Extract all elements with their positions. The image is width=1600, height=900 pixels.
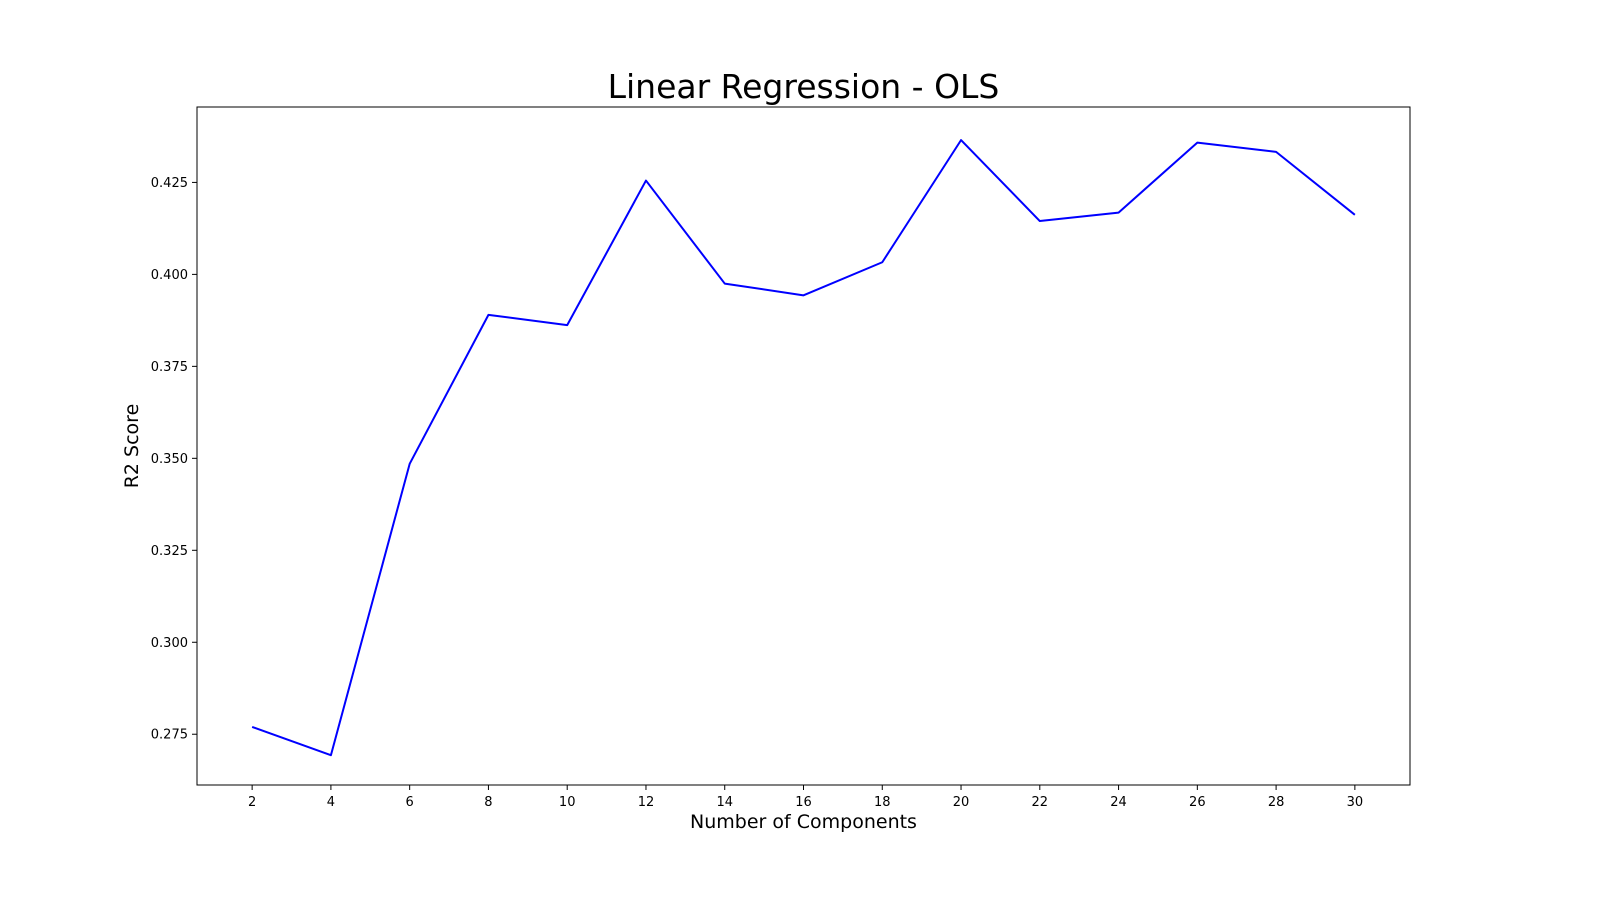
x-tick-label: 24 bbox=[1110, 795, 1127, 810]
y-axis-ticks: 0.275 0.300 0.325 0.350 0.375 0.400 0.425 bbox=[151, 176, 197, 743]
x-tick-label: 26 bbox=[1189, 795, 1206, 810]
x-tick-label: 30 bbox=[1347, 795, 1364, 810]
x-tick-label: 10 bbox=[559, 795, 576, 810]
series-layer bbox=[251, 139, 1356, 757]
y-tick-label: 0.325 bbox=[151, 544, 188, 559]
x-tick-label: 4 bbox=[327, 795, 335, 810]
x-tick-label: 14 bbox=[716, 795, 733, 810]
x-tick-label: 8 bbox=[484, 795, 492, 810]
y-tick-label: 0.300 bbox=[151, 636, 188, 651]
x-tick-label: 28 bbox=[1268, 795, 1285, 810]
x-tick-label: 6 bbox=[406, 795, 414, 810]
x-tick-label: 2 bbox=[248, 795, 256, 810]
x-tick-label: 20 bbox=[953, 795, 970, 810]
y-tick-label: 0.350 bbox=[151, 452, 188, 467]
y-tick-label: 0.275 bbox=[151, 728, 188, 743]
chart-title: Linear Regression - OLS bbox=[608, 67, 1000, 106]
y-tick-label: 0.400 bbox=[151, 268, 188, 283]
x-axis-ticks: 2 4 6 8 10 12 14 16 18 20 22 24 26 28 30 bbox=[248, 785, 1363, 810]
y-tick-label: 0.375 bbox=[151, 360, 188, 375]
series-line bbox=[251, 139, 1356, 757]
y-tick-label: 0.425 bbox=[151, 176, 188, 191]
x-tick-label: 18 bbox=[874, 795, 891, 810]
x-tick-label: 22 bbox=[1032, 795, 1049, 810]
y-axis-label: R2 Score bbox=[121, 404, 143, 489]
x-tick-label: 16 bbox=[795, 795, 812, 810]
x-axis-label: Number of Components bbox=[690, 811, 917, 833]
x-tick-label: 12 bbox=[638, 795, 655, 810]
plot-frame bbox=[196, 106, 1411, 786]
